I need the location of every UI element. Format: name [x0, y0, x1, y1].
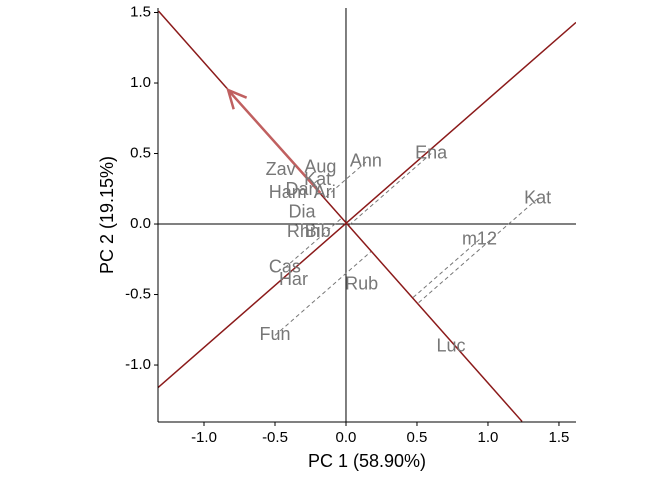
point-label: Luc	[437, 335, 466, 355]
y-tick-label: 0.0	[130, 215, 151, 232]
point-label: Ann	[350, 151, 382, 171]
x-tick-label: -1.0	[191, 429, 217, 446]
point-label: Dan	[285, 179, 318, 199]
projection-line	[417, 198, 538, 304]
y-tick-label: 1.0	[130, 74, 151, 91]
x-tick-label: 1.5	[549, 429, 570, 446]
projection-line	[274, 250, 372, 336]
projection-line	[284, 217, 343, 269]
point-label: Rhn	[287, 221, 320, 241]
projection-line	[312, 179, 318, 186]
point-label: Ari	[314, 182, 336, 202]
x-tick-label: -0.5	[262, 429, 288, 446]
point-label: Zav	[266, 159, 296, 179]
point-label: Kat	[524, 187, 551, 207]
point-label: Fun	[259, 324, 290, 344]
projection-line	[412, 239, 480, 299]
point-label: m12	[462, 228, 497, 248]
y-tick-label: 1.5	[130, 3, 151, 20]
y-tick-label: 0.5	[130, 144, 151, 161]
x-tick-label: 0.0	[336, 429, 357, 446]
y-tick-label: -0.5	[125, 285, 151, 302]
point-label: Cas	[269, 256, 301, 276]
point-label: Ena	[415, 142, 448, 162]
point-label: Bib	[305, 221, 331, 241]
point-label: Ham	[269, 182, 307, 202]
point-label: Aug	[304, 156, 336, 176]
projection-line	[348, 153, 432, 227]
loading-line	[158, 10, 523, 422]
y-axis-title: PC 2 (19.15%)	[97, 156, 117, 274]
projection-line	[324, 161, 367, 199]
x-tick-label: 0.5	[407, 429, 428, 446]
point-label: Kat	[304, 169, 331, 189]
point-label: Rub	[345, 273, 378, 293]
y-tick-label: -1.0	[125, 356, 151, 373]
point-label: Har	[279, 269, 308, 289]
x-axis-title: PC 1 (58.90%)	[308, 451, 426, 471]
loading-line	[158, 21, 576, 389]
point-label: Dia	[288, 201, 316, 221]
x-tick-label: 1.0	[478, 429, 499, 446]
arrow	[226, 87, 322, 194]
